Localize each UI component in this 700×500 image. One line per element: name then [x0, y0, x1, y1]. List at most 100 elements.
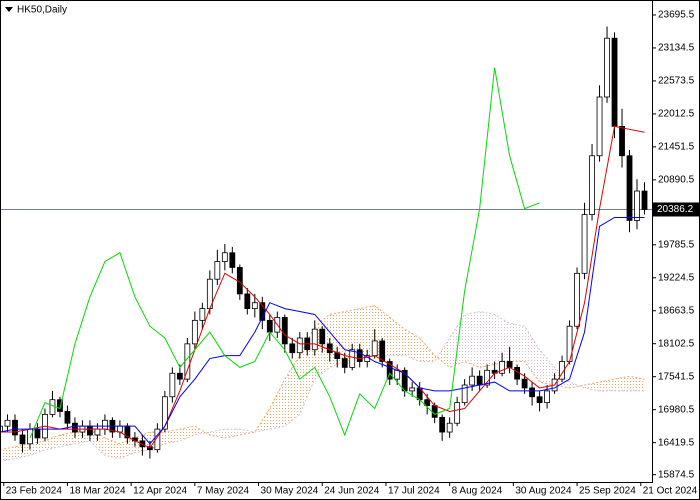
x-tick-label: 24 Jun 2024 — [324, 486, 379, 497]
cloud-segment — [44, 434, 60, 450]
candle-body — [454, 402, 461, 424]
y-tick-label: 16980.5 — [658, 404, 695, 415]
candle-body — [394, 369, 401, 380]
cloud-segment — [344, 308, 360, 362]
candle-body — [19, 434, 26, 445]
plot-frame — [0, 0, 653, 483]
candle-body — [87, 425, 93, 436]
x-tick-label: 30 Aug 2024 — [515, 486, 572, 497]
candle-body — [154, 428, 161, 451]
cloud-segment — [179, 426, 195, 441]
candle-body — [544, 390, 550, 404]
candle-body — [221, 252, 228, 262]
y-tick-label: 22573.5 — [658, 76, 695, 87]
x-tick-label: 17 Jul 2024 — [388, 486, 440, 497]
cloud-segment — [404, 329, 420, 362]
candle-body — [499, 361, 506, 374]
candle-body — [4, 419, 11, 427]
candle-body — [296, 337, 303, 354]
cloud-segment — [119, 437, 135, 459]
cloud-edge — [0, 311, 645, 462]
x-tick-label: 30 May 2024 — [261, 486, 319, 497]
candle-body — [634, 190, 640, 221]
menu-triangle[interactable] — [5, 7, 13, 12]
cloud-segment — [0, 446, 15, 462]
candle-body — [27, 428, 33, 445]
cloud-segment — [359, 305, 375, 359]
cloud-segment — [629, 376, 645, 391]
candle-body — [102, 419, 108, 430]
cloud-segment — [239, 429, 255, 435]
candle-body — [266, 319, 273, 333]
candle-body — [356, 349, 363, 362]
candle-body — [641, 190, 648, 210]
cloud-segment — [464, 311, 480, 368]
candle-body — [49, 399, 56, 415]
candle-body — [169, 372, 176, 398]
candle-body — [379, 340, 386, 362]
candle-body — [446, 422, 453, 433]
y-tick-label: 19224.5 — [658, 272, 695, 283]
cloud-segment — [599, 379, 615, 391]
indicator-line — [0, 125, 645, 449]
cloud-segment — [374, 305, 390, 356]
candle-body — [341, 358, 348, 368]
candle-body — [72, 422, 78, 433]
cloud-edge — [0, 305, 645, 451]
current-price-label: 20386.2 — [657, 204, 694, 215]
candle-body — [386, 361, 393, 380]
candle-body — [214, 261, 221, 280]
candle-body — [506, 361, 513, 368]
candle-body — [536, 396, 543, 404]
candle-body — [484, 369, 491, 386]
cloud-segment — [29, 440, 45, 456]
chart-title: HK50,Daily — [17, 5, 67, 16]
candle-body — [57, 399, 63, 412]
candle-body — [34, 428, 41, 439]
cloud-segment — [59, 432, 75, 447]
candle-body — [604, 37, 610, 98]
x-tick-label: 23 Feb 2024 — [6, 486, 63, 497]
candle-body — [289, 343, 296, 354]
candle-body — [596, 96, 603, 157]
candle-body — [319, 328, 326, 345]
candle-body — [94, 428, 101, 436]
candle-body — [176, 372, 183, 380]
candle-body — [439, 416, 446, 433]
cloud-segment — [329, 311, 345, 368]
cloud-segment — [209, 429, 225, 438]
candle-body — [559, 361, 565, 380]
current-price-box — [653, 202, 699, 217]
candle-body — [281, 317, 288, 345]
candle-body — [251, 302, 258, 309]
cloud-segment — [299, 326, 315, 415]
candle-body — [117, 425, 123, 433]
y-tick-label: 18663.5 — [658, 305, 695, 316]
indicator-line — [0, 216, 645, 445]
y-tick-label: 16419.5 — [658, 437, 695, 448]
candle-body — [619, 125, 625, 157]
cloud-segment — [479, 311, 495, 368]
cloud-segment — [569, 382, 585, 388]
y-tick-label: 22012.5 — [658, 109, 695, 120]
candle-body — [161, 396, 168, 430]
y-tick-label: 21451.5 — [658, 142, 695, 153]
cloud-segment — [449, 314, 465, 368]
candle-body — [326, 343, 333, 354]
candle-body — [139, 440, 146, 448]
candle-body — [581, 214, 588, 274]
candle-body — [611, 37, 618, 127]
y-tick-label: 15874.5 — [658, 469, 695, 480]
candle-body — [191, 319, 198, 345]
y-tick-label: 23134.5 — [658, 43, 695, 54]
candle-body — [311, 328, 318, 351]
y-tick-label: 18102.5 — [658, 338, 695, 349]
cloud-segment — [419, 337, 435, 362]
x-tick-label: 18 Mar 2024 — [69, 486, 126, 497]
candle-body — [349, 349, 356, 368]
candle-body — [461, 384, 468, 404]
cloud-segment — [164, 429, 180, 444]
x-tick-label: 12 Apr 2024 — [133, 486, 187, 497]
